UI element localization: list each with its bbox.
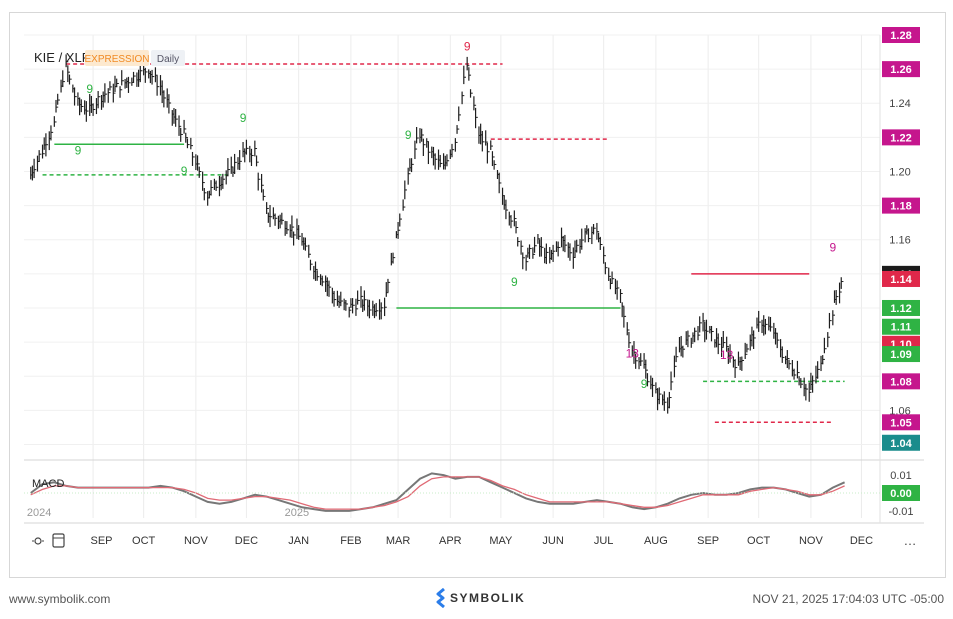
- symbol-title[interactable]: KIE / XLF: [34, 50, 90, 65]
- setup-count-label: 9: [464, 39, 471, 53]
- chart-frame: 9 9 9 9 9 9 9 13 9 13 9 1.24 1.20 1.16 1.06 1.28 1.26 1.…: [9, 12, 946, 578]
- macd-tick-label: -0.01: [888, 506, 913, 518]
- price-badge: [882, 434, 920, 451]
- price-badge: [882, 373, 920, 390]
- interval-badge-bg: [151, 50, 185, 66]
- price-badge-label: 1.12: [890, 303, 911, 315]
- macd-pane: [24, 472, 880, 512]
- macd-tick-label: 0.01: [890, 470, 911, 482]
- price-badge: [882, 414, 920, 431]
- setup-count-label: 9: [240, 111, 247, 125]
- price-badge: [882, 27, 920, 43]
- price-badge-label: 1.08: [890, 376, 911, 388]
- price-bars: [30, 54, 844, 414]
- macd-badge: [882, 485, 920, 501]
- price-badge-label: 1.09: [890, 349, 911, 361]
- expression-badge-bg: [85, 50, 149, 66]
- time-tick-label: OCT: [747, 535, 771, 547]
- price-badge: [882, 346, 920, 363]
- time-tick-label: 2025: [285, 507, 309, 519]
- time-tick-label: SEP: [697, 535, 719, 547]
- brand-name: SYMBOLIK: [450, 591, 526, 605]
- price-badge: [882, 61, 920, 78]
- price-badge-label: 1.28: [890, 30, 911, 42]
- timestamp: NOV 21, 2025 17:04:03 UTC -05:00: [752, 592, 944, 606]
- price-tick-label: 1.24: [889, 98, 910, 110]
- price-badge-label: 1.14: [890, 274, 912, 286]
- time-tick-label: JUN: [542, 535, 563, 547]
- toolbar: …: [32, 533, 917, 548]
- more-icon[interactable]: …: [904, 533, 917, 548]
- time-tick-label: FEB: [340, 535, 361, 547]
- price-badge: [882, 270, 920, 287]
- time-tick-label: AUG: [644, 535, 668, 547]
- symbolik-logo-icon: [436, 587, 446, 609]
- setup-counts: 9 9 9 9 9 9 9 13 9 13 9: [75, 39, 837, 391]
- time-tick-label: 2024: [27, 507, 51, 519]
- time-tick-label: MAY: [489, 535, 513, 547]
- price-badge-label: 1.11: [891, 322, 912, 334]
- time-tick-label: MAR: [386, 535, 411, 547]
- setup-count-label: 13: [626, 346, 640, 360]
- level-lines: [42, 63, 845, 424]
- setup-count-label: 9: [86, 82, 93, 96]
- website-link[interactable]: www.symbolik.com: [9, 592, 111, 606]
- expression-badge[interactable]: EXPRESSION: [84, 54, 149, 65]
- setup-count-label: 9: [181, 164, 188, 178]
- time-tick-label: DEC: [235, 535, 258, 547]
- time-tick-label: OCT: [132, 535, 156, 547]
- price-badge: [882, 299, 920, 316]
- setup-count-label: 13: [720, 348, 734, 362]
- time-tick-label: APR: [439, 535, 462, 547]
- price-badge-label: 1.05: [890, 417, 911, 429]
- interval-badge[interactable]: Daily: [157, 54, 179, 65]
- time-tick-label: NOV: [799, 535, 824, 547]
- price-badge-label: 1.04: [890, 438, 912, 450]
- price-badge: [882, 129, 920, 146]
- brand-logo: SYMBOLIK: [436, 587, 526, 609]
- setup-count-label: 9: [641, 377, 648, 391]
- setup-count-label: 9: [829, 241, 836, 255]
- chart-header: KIE / XLF EXPRESSION Daily: [34, 50, 185, 66]
- crosshair-icon[interactable]: [32, 537, 44, 545]
- time-tick-label: JAN: [288, 535, 309, 547]
- time-tick-label: DEC: [850, 535, 873, 547]
- calendar-icon[interactable]: [52, 533, 65, 548]
- time-tick-label: JUL: [594, 535, 614, 547]
- price-tick-label: 1.20: [889, 166, 910, 178]
- price-badge-label: 1.18: [890, 201, 911, 213]
- price-badge-label: 1.26: [890, 64, 911, 76]
- price-badge: [882, 197, 920, 214]
- price-badge-label: 1.22: [890, 132, 911, 144]
- macd-series-line: [30, 476, 845, 510]
- setup-count-label: 9: [511, 275, 518, 289]
- macd-tick-label: 0.00: [890, 488, 911, 500]
- setup-count-label: 9: [405, 128, 412, 142]
- time-axis[interactable]: 2024 SEP OCT NOV DEC JAN 2025 FEB MAR APR MAY JUN JU…: [27, 507, 873, 547]
- price-tick-label: 1.16: [889, 235, 910, 247]
- price-badge: [882, 318, 920, 335]
- price-axis[interactable]: 1.241.201.161.061.281.261.221.181.141.14…: [882, 27, 920, 518]
- macd-series-line: [30, 472, 846, 512]
- time-tick-label: SEP: [91, 535, 113, 547]
- time-tick-label: NOV: [184, 535, 209, 547]
- setup-count-label: 9: [75, 143, 82, 157]
- macd-title: MACD: [32, 478, 64, 490]
